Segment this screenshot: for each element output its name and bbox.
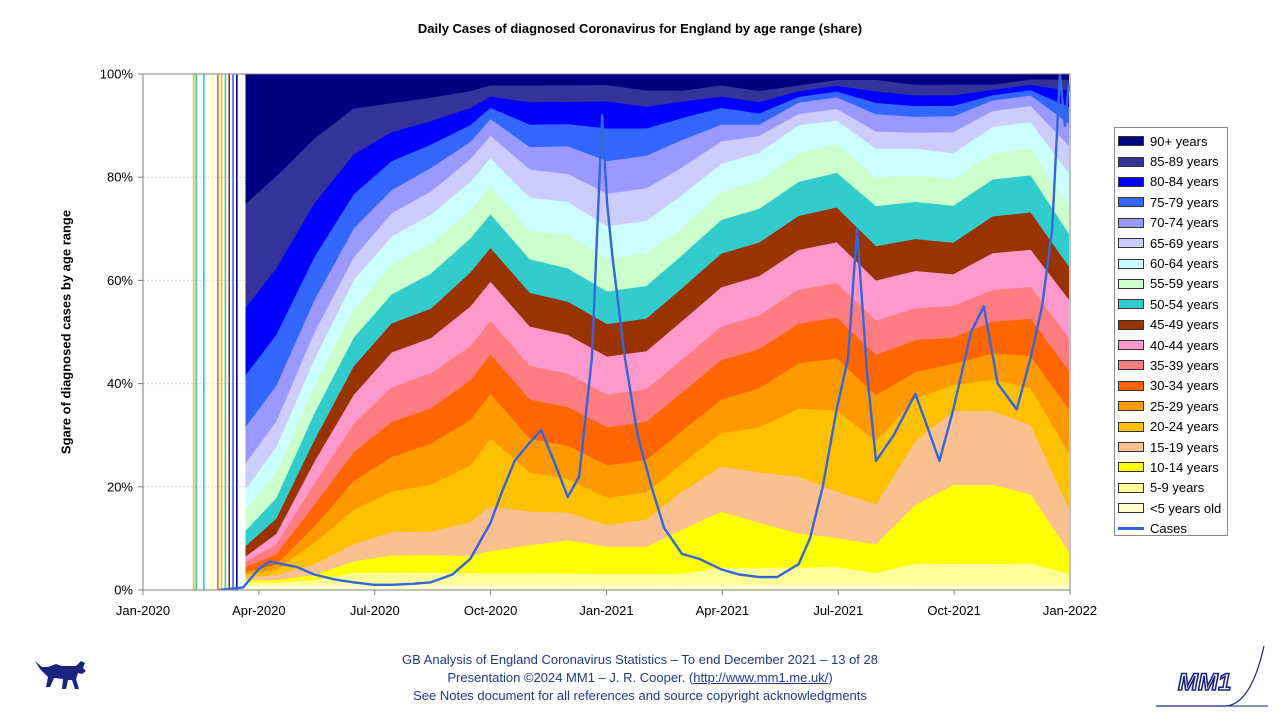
legend-swatch bbox=[1118, 238, 1144, 248]
y-tick-label: 0% bbox=[114, 583, 133, 598]
legend-item-50-54-years: 50-54 years bbox=[1118, 294, 1227, 314]
early-data-bar bbox=[228, 74, 230, 590]
legend-label: 15-19 years bbox=[1150, 440, 1219, 455]
legend-label: 40-44 years bbox=[1150, 338, 1219, 353]
footer-line-2-suffix: ) bbox=[828, 670, 832, 685]
legend-swatch bbox=[1118, 177, 1144, 187]
legend-label: 20-24 years bbox=[1150, 419, 1219, 434]
area-series-group bbox=[193, 74, 1069, 590]
footer-line-2-prefix: Presentation ©2024 MM1 – J. R. Cooper. ( bbox=[447, 670, 693, 685]
legend-item-10-14-years: 10-14 years bbox=[1118, 457, 1227, 477]
legend-item-65-69-years: 65-69 years bbox=[1118, 233, 1227, 253]
legend-swatch bbox=[1118, 483, 1144, 493]
x-tick-label: Jan-2020 bbox=[116, 603, 170, 618]
legend-item-85-89-years: 85-89 years bbox=[1118, 151, 1227, 171]
legend-item-15-19-years: 15-19 years bbox=[1118, 437, 1227, 457]
x-tick-label: Jul-2021 bbox=[813, 603, 863, 618]
legend-label: Cases bbox=[1150, 521, 1187, 536]
legend-label: 5-9 years bbox=[1150, 480, 1204, 495]
legend-item-90-years: 90+ years bbox=[1118, 131, 1227, 151]
legend-swatch bbox=[1118, 197, 1144, 207]
legend-item-45-49-years: 45-49 years bbox=[1118, 315, 1227, 335]
legend-swatch bbox=[1118, 299, 1144, 309]
early-data-bar bbox=[225, 74, 227, 590]
legend-swatch bbox=[1118, 340, 1144, 350]
legend-label: 50-54 years bbox=[1150, 297, 1219, 312]
footer-website-link[interactable]: http://www.mm1.me.uk/ bbox=[693, 670, 828, 685]
x-tick-label: Jan-2022 bbox=[1043, 603, 1097, 618]
footer-line-3: See Notes document for all references an… bbox=[0, 687, 1280, 705]
early-data-bar bbox=[236, 74, 238, 590]
legend-label: 25-29 years bbox=[1150, 399, 1219, 414]
legend-swatch bbox=[1118, 218, 1144, 228]
legend-swatch bbox=[1118, 381, 1144, 391]
early-data-bar bbox=[212, 74, 214, 590]
legend-item-5-9-years: 5-9 years bbox=[1118, 478, 1227, 498]
x-tick-label: Apr-2020 bbox=[232, 603, 285, 618]
legend-swatch bbox=[1118, 320, 1144, 330]
legend-swatch bbox=[1118, 462, 1144, 472]
legend-label: 45-49 years bbox=[1150, 317, 1219, 332]
x-tick-label: Oct-2021 bbox=[927, 603, 980, 618]
footer-line-1: GB Analysis of England Coronavirus Stati… bbox=[0, 651, 1280, 669]
early-data-bar bbox=[195, 74, 197, 590]
legend-swatch bbox=[1118, 360, 1144, 370]
early-data-bar bbox=[217, 74, 219, 590]
x-tick-label: Jul-2020 bbox=[350, 603, 400, 618]
legend-item-70-74-years: 70-74 years bbox=[1118, 213, 1227, 233]
legend-item-35-39-years: 35-39 years bbox=[1118, 355, 1227, 375]
legend-label: 80-84 years bbox=[1150, 174, 1219, 189]
legend-item-cases: Cases bbox=[1118, 518, 1227, 538]
early-data-bar bbox=[221, 74, 223, 590]
y-tick-label: 60% bbox=[107, 273, 133, 288]
x-tick-label: Apr-2021 bbox=[696, 603, 749, 618]
legend-label: 70-74 years bbox=[1150, 215, 1219, 230]
legend-item-25-29-years: 25-29 years bbox=[1118, 396, 1227, 416]
legend-swatch bbox=[1118, 401, 1144, 411]
legend-swatch bbox=[1118, 259, 1144, 269]
legend-item-30-34-years: 30-34 years bbox=[1118, 376, 1227, 396]
legend-swatch bbox=[1118, 279, 1144, 289]
legend-label: 35-39 years bbox=[1150, 358, 1219, 373]
legend-item-80-84-years: 80-84 years bbox=[1118, 172, 1227, 192]
footer: GB Analysis of England Coronavirus Stati… bbox=[0, 651, 1280, 705]
legend-item-75-79-years: 75-79 years bbox=[1118, 192, 1227, 212]
legend-item-40-44-years: 40-44 years bbox=[1118, 335, 1227, 355]
legend-swatch bbox=[1118, 442, 1144, 452]
chart-legend: 90+ years 85-89 years 80-84 years 75-79 yea… bbox=[1114, 127, 1228, 536]
legend-line-swatch bbox=[1118, 527, 1144, 530]
y-tick-label: 40% bbox=[107, 376, 133, 391]
y-tick-label: 80% bbox=[107, 170, 133, 185]
legend-swatch bbox=[1118, 422, 1144, 432]
y-tick-label: 100% bbox=[100, 67, 134, 82]
legend-swatch bbox=[1118, 503, 1144, 513]
legend-swatch bbox=[1118, 136, 1144, 146]
legend-label: 85-89 years bbox=[1150, 154, 1219, 169]
legend-label: 90+ years bbox=[1150, 134, 1207, 149]
legend-swatch bbox=[1118, 157, 1144, 167]
legend-item-20-24-years: 20-24 years bbox=[1118, 416, 1227, 436]
x-tick-label: Jan-2021 bbox=[579, 603, 633, 618]
footer-line-2: Presentation ©2024 MM1 – J. R. Cooper. (… bbox=[0, 669, 1280, 687]
y-tick-label: 20% bbox=[107, 479, 133, 494]
legend-label: 65-69 years bbox=[1150, 236, 1219, 251]
early-data-bar bbox=[232, 74, 234, 590]
legend-label: 75-79 years bbox=[1150, 195, 1219, 210]
legend-label: 60-64 years bbox=[1150, 256, 1219, 271]
early-data-bar bbox=[193, 74, 195, 590]
legend-label: <5 years old bbox=[1150, 501, 1221, 516]
legend-item-60-64-years: 60-64 years bbox=[1118, 253, 1227, 273]
x-tick-label: Oct-2020 bbox=[464, 603, 517, 618]
legend-label: 55-59 years bbox=[1150, 276, 1219, 291]
legend-item-55-59-years: 55-59 years bbox=[1118, 274, 1227, 294]
legend-label: 10-14 years bbox=[1150, 460, 1219, 475]
legend-item-5-years-old: <5 years old bbox=[1118, 498, 1227, 518]
legend-label: 30-34 years bbox=[1150, 378, 1219, 393]
early-data-bar bbox=[203, 74, 205, 590]
